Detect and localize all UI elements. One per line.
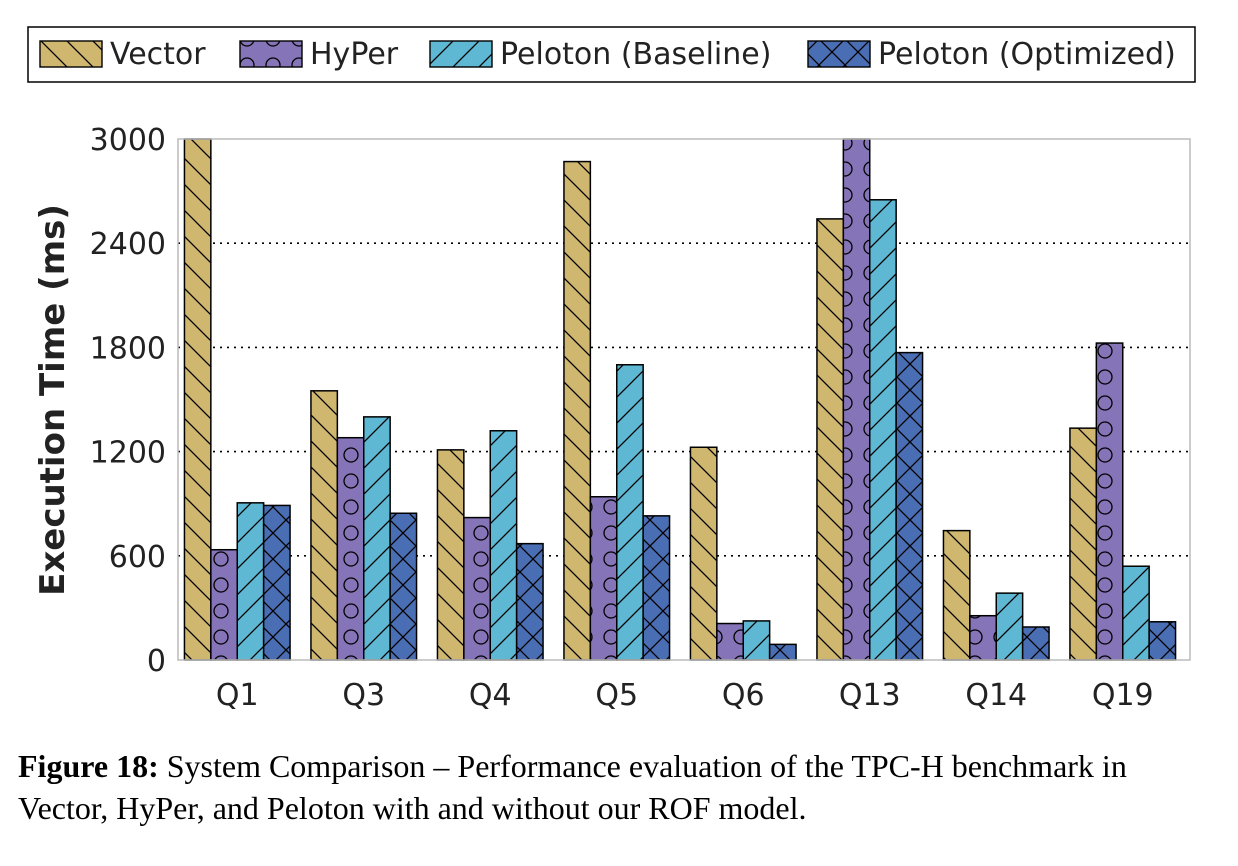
legend-label: HyPer (310, 37, 399, 72)
x-tick-label: Q6 (722, 678, 765, 713)
y-tick-label: 600 (109, 540, 166, 575)
x-tick-label: Q5 (595, 678, 638, 713)
bar-peloton-baseline-q4 (489, 430, 518, 661)
bar-hyper-q4 (463, 516, 492, 661)
x-tick-label: Q14 (965, 678, 1027, 713)
bar-hyper-q3 (336, 436, 365, 661)
bar-hyper-q5 (589, 496, 618, 661)
bar-peloton-baseline-q14 (995, 592, 1024, 661)
x-tick-label: Q13 (839, 678, 901, 713)
figure-caption: Figure 18: System Comparison – Performan… (18, 745, 1223, 829)
bar-peloton-optimized-q14 (1021, 626, 1050, 661)
bar-vector-q19 (1069, 427, 1098, 661)
legend-swatch (39, 40, 103, 68)
bar-vector-q13 (816, 218, 845, 661)
bar-vector-q4 (436, 449, 465, 661)
x-tick-label: Q3 (342, 678, 385, 713)
legend-label: Vector (110, 37, 206, 72)
caption-text: System Comparison – Performance evaluati… (18, 748, 1127, 826)
x-tick-label: Q19 (1092, 678, 1154, 713)
bar-peloton-optimized-q13 (895, 351, 924, 661)
bar-peloton-baseline-q13 (869, 199, 897, 661)
bar-chart: Vector HyPer Peloton (Baseline) Peloton (Op… (27, 26, 1196, 713)
bar-peloton-baseline-q1 (236, 502, 265, 661)
bar-peloton-optimized-q5 (642, 515, 671, 661)
bar-hyper-q19 (1095, 342, 1124, 661)
bar-peloton-optimized-q3 (389, 512, 418, 661)
bar-peloton-optimized-q6 (768, 643, 797, 661)
x-tick-label: Q1 (216, 678, 259, 713)
y-axis: 0 600 1200 1800 2400 3000 (90, 123, 166, 679)
legend-label: Peloton (Optimized) (878, 37, 1176, 72)
bar-peloton-baseline-q19 (1122, 565, 1150, 661)
bar-vector-q5 (563, 160, 592, 661)
bar-peloton-baseline-q5 (616, 364, 644, 661)
bar-hyper-q14 (969, 614, 997, 661)
bar-peloton-baseline-q3 (363, 416, 391, 661)
x-tick-label: Q4 (469, 678, 512, 713)
caption-label: Figure 18: (18, 748, 159, 784)
bar-vector-q3 (310, 390, 339, 661)
legend-swatch (239, 40, 303, 68)
y-tick-label: 2400 (90, 227, 166, 262)
y-tick-label: 1800 (90, 331, 166, 366)
y-tick-label: 3000 (90, 123, 166, 158)
bar-vector-q6 (689, 446, 718, 661)
y-tick-label: 1200 (90, 436, 166, 471)
bar-hyper-q13 (842, 138, 871, 661)
y-axis-label: Execution Time (ms) (33, 204, 73, 596)
bars (183, 138, 1177, 661)
legend-box (27, 26, 1196, 83)
legend-swatch (429, 40, 493, 68)
bar-peloton-optimized-q19 (1148, 621, 1177, 661)
legend: Vector HyPer Peloton (Baseline) Peloton (Op… (27, 26, 1196, 83)
bar-hyper-q1 (210, 548, 239, 661)
bar-peloton-baseline-q6 (742, 620, 771, 661)
bar-vector-q1 (183, 138, 212, 661)
bar-peloton-optimized-q4 (515, 542, 544, 661)
bar-hyper-q6 (716, 622, 744, 661)
plot-area-frame (177, 138, 1191, 661)
y-tick-label: 0 (147, 644, 166, 679)
bar-vector-q14 (942, 529, 971, 661)
legend-label: Peloton (Baseline) (500, 37, 771, 72)
x-axis: Q1 Q3 Q4 Q5 Q6 Q13 Q14 Q19 (216, 678, 1154, 713)
bar-peloton-optimized-q1 (262, 504, 291, 661)
legend-swatch (807, 40, 871, 68)
